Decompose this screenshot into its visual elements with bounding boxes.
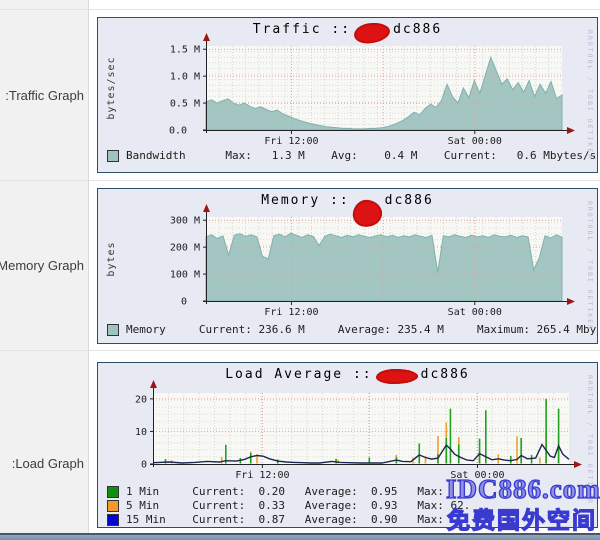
svg-text:Fri 12:00: Fri 12:00 xyxy=(264,136,318,147)
svg-text:0: 0 xyxy=(141,460,147,471)
memory-swatch-icon xyxy=(107,323,119,336)
traffic-chart: 0.0 0.5 M 1.0 M 1.5 M Fri 12:00 Sat 00:00 xyxy=(169,33,575,147)
chart-title-host: dc886 xyxy=(393,22,443,37)
chart-title-host: dc886 xyxy=(384,193,434,208)
memory-legend-text: Memory Current: 236.6 M Average: 235.4 M… xyxy=(126,323,598,336)
load-legend-row-5min: 5 Min Current: 0.33 Average: 0.93 Max: 6… xyxy=(107,499,470,512)
horizontal-scrollbar[interactable] xyxy=(0,533,600,540)
svg-text:Sat 00:00: Sat 00:00 xyxy=(448,136,502,147)
bandwidth-swatch-icon xyxy=(107,149,119,162)
load-chart: 0 10 20 Fri 12:00 Sat 00:00 xyxy=(135,380,582,481)
load-5min-swatch-icon xyxy=(107,499,119,512)
chart-title-text: Memory :: xyxy=(261,193,350,208)
site-watermark-domain: IDC886.com xyxy=(445,473,600,504)
load-legend-row-15min: 15 Min Current: 0.87 Average: 0.90 Max: xyxy=(107,513,444,526)
memory-chart-title: Memory :: dc886 xyxy=(98,193,597,229)
svg-text:200 M: 200 M xyxy=(170,243,200,254)
chart-title-text: Load Average :: xyxy=(225,367,373,382)
svg-text:Sat 00:00: Sat 00:00 xyxy=(450,470,504,481)
svg-text:300 M: 300 M xyxy=(170,216,200,227)
svg-text:0.5 M: 0.5 M xyxy=(170,99,200,110)
row-label-traffic: Traffic Graph: xyxy=(5,88,84,103)
row-label-memory: Memory Graph: xyxy=(0,258,84,273)
load-1min-swatch-icon xyxy=(107,485,119,498)
svg-text:10: 10 xyxy=(135,427,147,438)
site-watermark-chinese: 免费国外空间 xyxy=(446,507,597,534)
memory-y-axis-label: bytes xyxy=(106,241,117,277)
chart-title-text: Traffic :: xyxy=(252,22,352,37)
load-15min-legend-text: 15 Min Current: 0.87 Average: 0.90 Max: xyxy=(126,513,444,526)
traffic-legend-text: Bandwidth Max: 1.3 M Avg: 0.4 M Current:… xyxy=(126,149,597,162)
rrdtool-watermark: RRDTOOL / TOBI OETIKER xyxy=(586,30,594,161)
redaction-scribble-icon xyxy=(375,368,418,384)
traffic-graph-panel: 0.0 0.5 M 1.0 M 1.5 M Fri 12:00 Sat 00:00 Tra… xyxy=(97,17,598,173)
traffic-legend-row: Bandwidth Max: 1.3 M Avg: 0.4 M Current:… xyxy=(107,149,596,162)
load-chart-title: Load Average :: dc886 xyxy=(98,367,597,384)
row-label-load: Load Graph: xyxy=(11,456,84,471)
load-5min-legend-text: 5 Min Current: 0.33 Average: 0.93 Max: 6… xyxy=(126,499,471,512)
memory-chart: 0 100 M 200 M 300 M Fri 12:00 Sat 00:00 xyxy=(170,204,575,318)
svg-text:Fri 12:00: Fri 12:00 xyxy=(235,470,289,481)
load-15min-swatch-icon xyxy=(107,513,119,526)
load-legend-row-1min: 1 Min Current: 0.20 Average: 0.95 Max: xyxy=(107,485,444,498)
rrdtool-watermark: RRDTOOL / TOBI OETIKER xyxy=(586,201,594,332)
row-separator-1 xyxy=(0,180,600,181)
svg-text:1.0 M: 1.0 M xyxy=(170,72,200,83)
row-separator-2 xyxy=(0,350,600,351)
memory-legend-row: Memory Current: 236.6 M Average: 235.4 M… xyxy=(107,323,598,336)
svg-text:0: 0 xyxy=(181,297,187,308)
memory-graph-panel: 0 100 M 200 M 300 M Fri 12:00 Sat 00:00 Memor… xyxy=(97,188,598,344)
svg-text:0.0: 0.0 xyxy=(169,126,187,137)
svg-text:1.5 M: 1.5 M xyxy=(170,45,200,56)
svg-text:20: 20 xyxy=(135,394,147,405)
sidebar: Traffic Graph: Memory Graph: Load Graph: xyxy=(0,0,89,533)
chart-title-host: dc886 xyxy=(420,367,470,382)
traffic-y-axis-label: bytes/sec xyxy=(106,56,117,120)
svg-text:Sat 00:00: Sat 00:00 xyxy=(448,307,502,318)
svg-text:100 M: 100 M xyxy=(170,270,200,281)
traffic-chart-title: Traffic :: dc886 xyxy=(98,20,597,45)
row-separator-top xyxy=(0,9,600,10)
load-1min-legend-text: 1 Min Current: 0.20 Average: 0.95 Max: xyxy=(126,485,444,498)
rrdtool-watermark: RRDTOOL / TOBI OETIKER xyxy=(586,375,594,506)
svg-text:Fri 12:00: Fri 12:00 xyxy=(264,307,318,318)
